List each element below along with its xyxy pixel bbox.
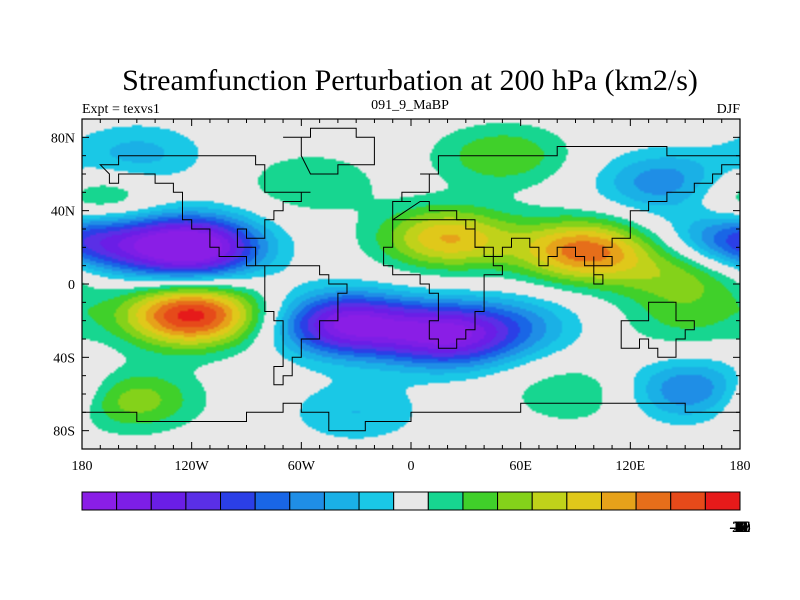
colorbar-label: 16 bbox=[732, 519, 748, 536]
colorbar-label: -12 bbox=[729, 519, 750, 536]
x-tick-label: 180 bbox=[72, 459, 93, 474]
y-tick-label: 80N bbox=[51, 131, 75, 146]
colorbar-label: -2 bbox=[733, 519, 746, 536]
chart-title: Streamfunction Perturbation at 200 hPa (… bbox=[122, 64, 698, 97]
colorbar-swatch bbox=[531, 491, 568, 511]
colorbar-swatch bbox=[427, 491, 464, 511]
subtitle-center: 091_9_MaBP bbox=[371, 98, 449, 113]
colorbar-swatch bbox=[185, 491, 222, 511]
colorbar-swatch bbox=[150, 491, 187, 511]
colorbar-swatch bbox=[393, 491, 429, 511]
coastline bbox=[264, 265, 348, 386]
colorbar-label: -4 bbox=[733, 519, 746, 536]
colorbar-swatch bbox=[358, 491, 395, 511]
colorbar-swatch bbox=[635, 491, 672, 511]
coastline bbox=[620, 301, 695, 358]
colorbar-swatch bbox=[220, 491, 256, 511]
colorbar-swatch bbox=[116, 491, 152, 511]
plot-area: 180 120W 60W 0 60E 120E 180 80N 40N 0 40S 80S bbox=[51, 118, 751, 474]
coastline bbox=[99, 155, 311, 267]
colorbar-swatch bbox=[670, 491, 706, 511]
continent-outlines bbox=[82, 127, 740, 449]
colorbar-label: 6 bbox=[736, 519, 744, 536]
streamfunction-field bbox=[82, 119, 740, 449]
coastline bbox=[82, 402, 740, 449]
colorbar-label: -20 bbox=[729, 519, 750, 536]
colorbar-swatch bbox=[254, 491, 291, 511]
colorbar-label: 8 bbox=[736, 519, 744, 536]
colorbar-swatch bbox=[600, 491, 637, 511]
y-axis: 80N 40N 0 40S 80S bbox=[51, 131, 740, 440]
x-tick-label: 0 bbox=[408, 459, 415, 474]
x-tick-label: 60E bbox=[509, 459, 532, 474]
colorbar-swatch bbox=[289, 491, 325, 511]
x-tick-label: 120W bbox=[175, 459, 210, 474]
y-tick-label: 40N bbox=[51, 205, 75, 220]
subtitle-left: Expt = texvs1 bbox=[82, 102, 160, 117]
x-tick-label: 180 bbox=[730, 459, 751, 474]
colorbar-label: -6 bbox=[733, 519, 746, 536]
colorbar-swatch bbox=[81, 491, 118, 511]
x-tick-label: 120E bbox=[616, 459, 646, 474]
colorbar-label: 12 bbox=[732, 519, 748, 536]
coastline bbox=[283, 127, 375, 175]
colorbar-swatch bbox=[566, 491, 602, 511]
x-tick-label: 60W bbox=[288, 459, 316, 474]
colorbar-label: 20 bbox=[732, 519, 748, 536]
y-tick-label: 0 bbox=[68, 278, 75, 293]
colorbar-swatch bbox=[323, 491, 360, 511]
colorbar-label: -8 bbox=[733, 519, 746, 536]
y-tick-label: 80S bbox=[53, 425, 75, 440]
colorbar-label: 2 bbox=[736, 519, 744, 536]
subtitle-right: DJF bbox=[717, 102, 741, 117]
coastline bbox=[392, 146, 740, 285]
colorbar-swatch bbox=[497, 491, 533, 511]
colorbar-swatch bbox=[704, 491, 741, 511]
colorbar-label: 4 bbox=[736, 519, 744, 536]
y-tick-label: 40S bbox=[53, 351, 75, 366]
x-axis: 180 120W 60W 0 60E 120E 180 bbox=[72, 119, 751, 474]
colorbar-label: 10 bbox=[732, 519, 748, 536]
colorbar-label: -10 bbox=[729, 519, 750, 536]
colorbar-label: -16 bbox=[729, 519, 750, 536]
colorbar-swatch bbox=[462, 491, 499, 511]
